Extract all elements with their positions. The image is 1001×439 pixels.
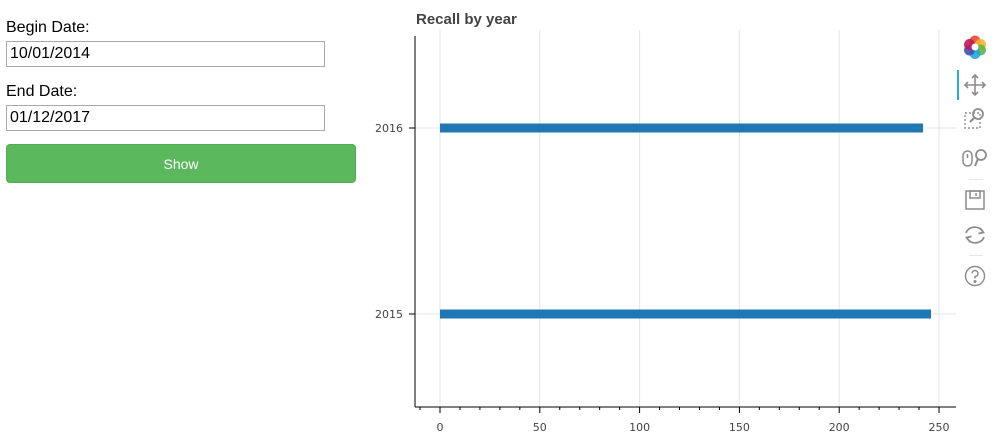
begin-date-input[interactable] — [6, 41, 325, 67]
bar-2016 — [440, 123, 924, 133]
reset-icon[interactable] — [957, 220, 993, 250]
begin-date-label: Begin Date: — [6, 19, 90, 36]
x-tick-label: 100 — [629, 421, 650, 434]
end-date-label: End Date: — [6, 83, 78, 100]
x-tick-label: 250 — [929, 421, 950, 434]
y-tick-label: 2015 — [375, 308, 403, 321]
y-tick-label: 2016 — [375, 122, 403, 135]
date-form: Begin Date: End Date: Show — [6, 18, 356, 183]
x-tick-label: 200 — [829, 421, 850, 434]
grid-lines — [415, 30, 956, 407]
x-tick-label: 0 — [437, 421, 444, 434]
box-zoom-icon[interactable] — [957, 103, 993, 133]
show-button[interactable]: Show — [6, 144, 356, 183]
active-tool-indicator — [957, 70, 959, 100]
save-icon[interactable] — [957, 185, 993, 215]
toolbar-separator — [969, 255, 983, 256]
x-tick-label: 50 — [533, 421, 547, 434]
help-icon[interactable] — [957, 261, 993, 291]
bar-2015 — [440, 309, 932, 319]
axes: 2015 2016 0 50 100 150 200 250 — [375, 36, 956, 434]
toolbar-separator — [969, 179, 983, 180]
end-date-input[interactable] — [6, 105, 325, 131]
bars — [440, 123, 932, 319]
x-tick-label: 150 — [729, 421, 750, 434]
pan-icon[interactable] — [957, 70, 993, 100]
bokeh-logo-icon[interactable] — [957, 32, 993, 62]
wheel-zoom-icon[interactable] — [957, 143, 993, 173]
recall-chart[interactable]: 2015 2016 0 50 100 150 200 250 — [360, 30, 957, 439]
chart-title: Recall by year — [416, 11, 517, 28]
